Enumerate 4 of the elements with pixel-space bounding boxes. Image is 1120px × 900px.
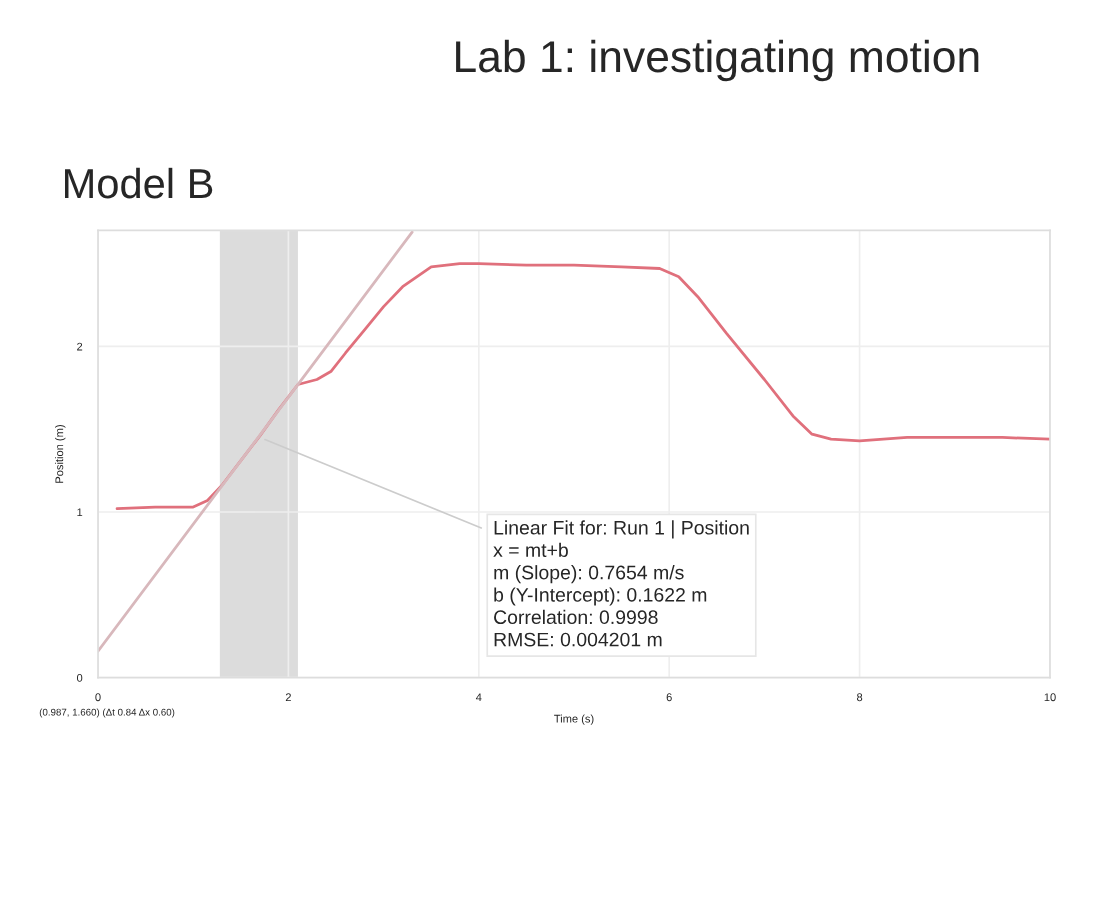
chart-subtitle: Model B — [65, 167, 213, 199]
chart-title: Lab 1: investigating motion — [456, 39, 979, 82]
annotation: Linear Fit for: Run 1 | Position x = mt+b m (Slope): 0.7654 m/s b (Y-Intercept): 0.1622 m Correlation: 0.9998 RMSE: 0.004201 m — [493, 520, 749, 647]
line-series — [115, 262, 1050, 511]
